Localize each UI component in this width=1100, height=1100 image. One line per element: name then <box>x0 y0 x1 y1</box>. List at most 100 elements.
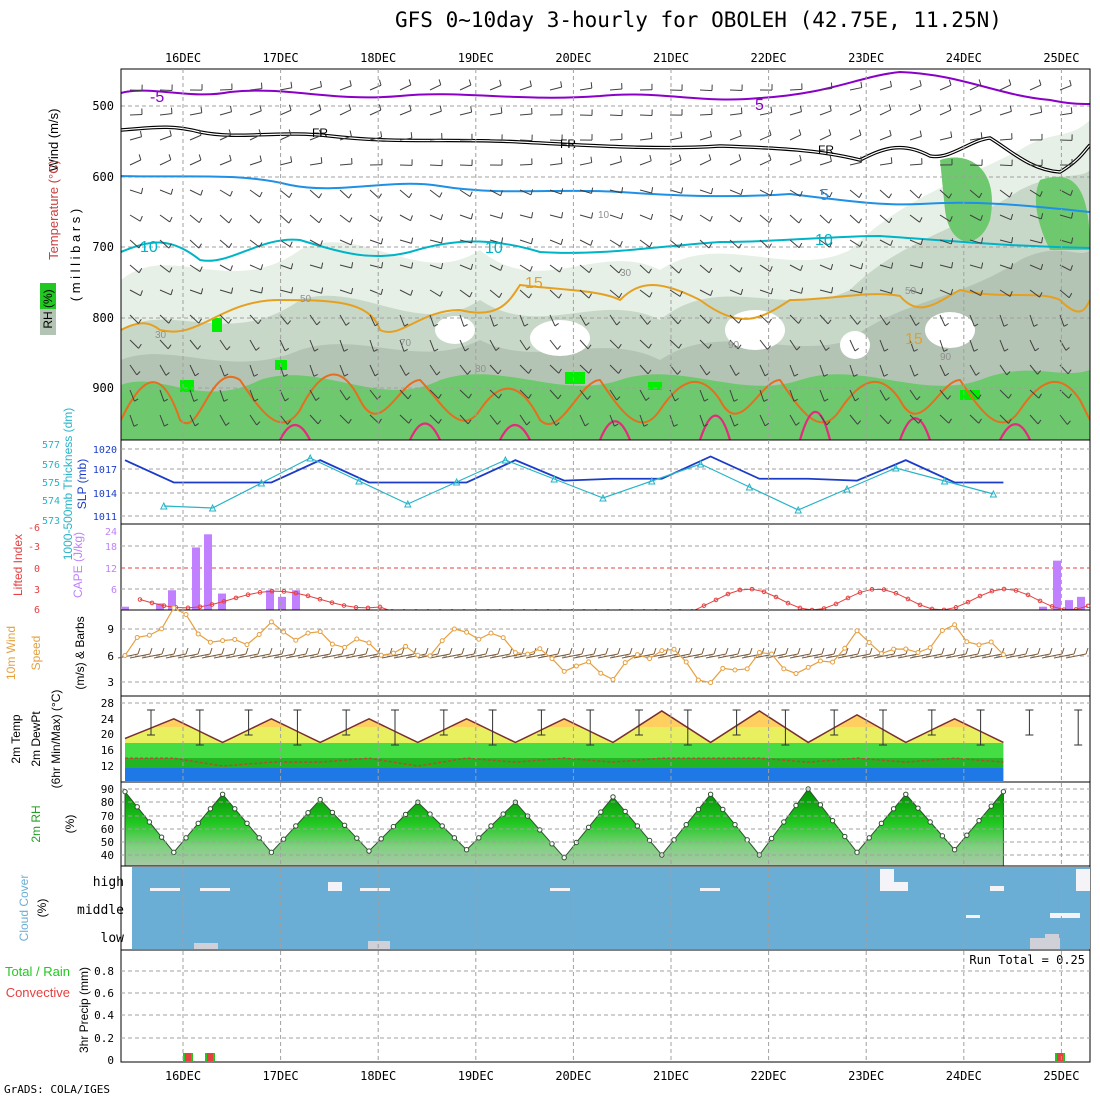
thickness-marker <box>355 476 363 485</box>
surface-barb <box>969 653 991 659</box>
svg-text:575: 575 <box>42 478 60 489</box>
upper-barb <box>969 314 975 327</box>
upper-barb <box>489 314 495 327</box>
surface-barb-tick <box>869 647 873 655</box>
upper-barb-tick <box>621 187 624 194</box>
rh-marker <box>939 833 946 839</box>
upper-barb-tick <box>497 420 501 425</box>
upper-barb <box>189 314 200 324</box>
rh-marker <box>988 803 994 809</box>
upper-barb <box>459 314 465 327</box>
upper-barb <box>549 139 563 142</box>
date-label-bottom: 25DEC <box>1043 1069 1079 1083</box>
upper-barb-tick <box>1068 292 1073 298</box>
upper-barb <box>579 364 590 374</box>
svg-text:577: 577 <box>42 440 60 451</box>
upper-barb <box>759 414 766 427</box>
surface-barb <box>177 653 199 659</box>
upper-barb-tick <box>224 373 229 377</box>
upper-barb <box>819 160 832 166</box>
li-marker <box>713 597 719 603</box>
surface-barb-tick <box>749 647 753 655</box>
upper-barb <box>969 389 979 400</box>
upper-barb-tick <box>228 218 233 224</box>
upper-barb-tick <box>528 293 533 299</box>
rh-marker <box>244 820 250 827</box>
upper-barb-tick <box>591 212 594 219</box>
upper-barb <box>429 289 441 297</box>
upper-barb-tick <box>768 129 772 136</box>
surface-barb <box>813 653 835 659</box>
thickness-marker <box>501 455 510 464</box>
upper-barb <box>309 364 315 377</box>
upper-barb <box>849 364 855 377</box>
upper-barb <box>489 239 502 244</box>
upper-barb-tick <box>980 215 983 221</box>
upper-barb <box>579 162 592 166</box>
upper-barb-tick <box>1067 369 1072 375</box>
upper-barb-tick <box>647 369 652 375</box>
svg-text:low: low <box>101 931 125 946</box>
upper-barb <box>309 339 315 352</box>
upper-barb-tick <box>860 156 863 163</box>
upper-barb <box>1029 364 1038 375</box>
upper-barb <box>579 264 590 274</box>
upper-barb-tick <box>1010 263 1014 270</box>
contour-label: 30 <box>620 268 632 279</box>
rh-marker <box>183 835 189 841</box>
upper-barb <box>459 84 472 91</box>
wind-marker <box>464 629 470 635</box>
upper-barb-tick <box>256 421 261 426</box>
upper-barb <box>609 88 623 91</box>
upper-barb <box>279 214 290 224</box>
upper-barb-tick <box>1033 324 1038 327</box>
upper-barb-tick <box>169 267 173 273</box>
thickness-axis: 577 576 575 574 573 <box>42 440 60 527</box>
upper-barb <box>249 289 262 294</box>
upper-barb-tick <box>350 239 354 245</box>
li-marker <box>965 599 971 605</box>
upper-barb-tick <box>794 373 799 377</box>
upper-barb <box>999 339 1005 352</box>
upper-barb-tick <box>680 131 683 138</box>
upper-barb-tick <box>470 213 474 220</box>
upper-barb-tick <box>138 267 143 274</box>
upper-barb <box>399 289 411 296</box>
upper-barb <box>549 264 560 273</box>
svg-text:600: 600 <box>92 170 114 184</box>
upper-barb-tick <box>975 372 980 376</box>
surface-barb <box>717 653 739 659</box>
surface-barb <box>933 653 955 659</box>
surface-barb <box>681 653 703 659</box>
upper-barb-tick <box>524 323 529 327</box>
upper-barb-tick <box>321 262 324 269</box>
upper-barb <box>759 314 770 324</box>
upper-barb-tick <box>439 192 443 198</box>
upper-barb <box>789 414 797 426</box>
upper-barb <box>129 339 139 349</box>
upper-barb-tick <box>770 288 774 295</box>
upper-barb <box>609 161 622 166</box>
upper-barb <box>249 364 255 377</box>
svg-text:-3: -3 <box>28 542 40 553</box>
upper-barb-tick <box>168 318 172 324</box>
upper-barb <box>309 314 318 326</box>
upper-barb <box>189 159 202 166</box>
upper-barb-tick <box>739 130 742 136</box>
upper-barb-tick <box>763 399 768 402</box>
svg-text:0.6: 0.6 <box>94 987 114 1000</box>
wind-marker <box>634 652 640 658</box>
surface-barb <box>393 653 415 659</box>
surface-barb-tick <box>689 647 693 655</box>
rh-marker <box>1000 788 1007 795</box>
surface-barb-tick <box>953 647 957 655</box>
upper-barb-tick <box>290 156 293 163</box>
temp-band <box>125 768 1004 781</box>
upper-barb-tick <box>439 105 442 112</box>
upper-barb <box>999 389 1009 399</box>
upper-barb <box>489 112 502 116</box>
surface-barb-tick <box>545 647 549 655</box>
upper-barb <box>939 84 952 91</box>
upper-barb-tick <box>768 243 772 249</box>
